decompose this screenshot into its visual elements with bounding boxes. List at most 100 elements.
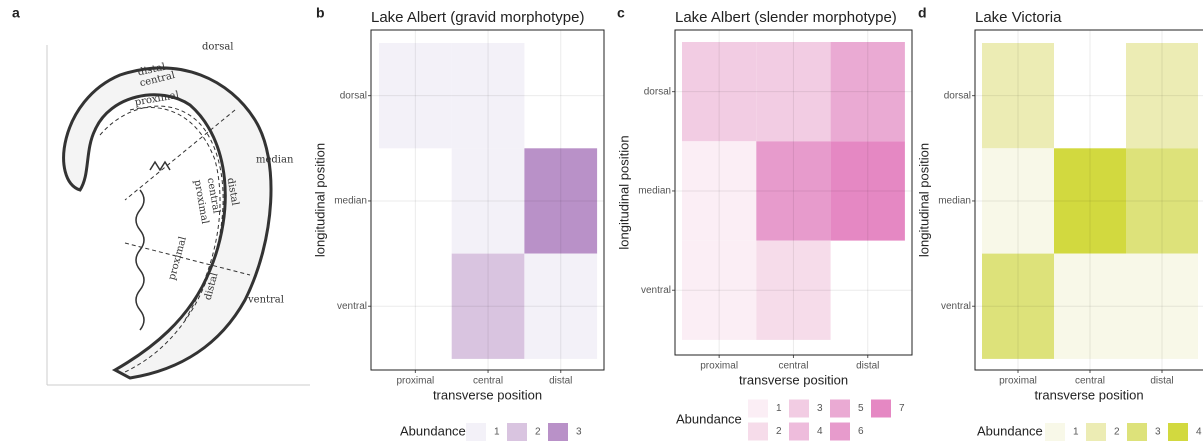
heat-cell [1126,253,1198,359]
illustration-label: median [256,155,294,166]
legend-swatch [548,423,568,441]
legend-swatch [748,399,768,418]
legend-swatch [1127,423,1147,441]
chart-title: Lake Victoria [975,9,1062,26]
y-tick-label: median [334,196,367,207]
legend-swatch [830,422,850,441]
chart-title: Lake Albert (gravid morphotype) [371,9,584,26]
heat-cell [1054,148,1126,254]
plot-border [370,29,605,371]
x-axis-title: transverse position [739,372,848,387]
legend-swatch [1168,423,1188,441]
legend-swatch [507,423,527,441]
arch-outline [62,66,273,380]
legend-swatch [1086,423,1106,441]
legend-label: 4 [1196,427,1202,438]
heat-cell [451,253,525,359]
legend-label: 2 [535,427,541,438]
divider [124,109,236,201]
legend-swatch [466,423,486,441]
x-tick-label: central [778,361,808,372]
heat-cell [1126,148,1198,254]
x-tick-label: distal [1150,376,1173,387]
illustration-label: dorsal [202,42,234,53]
arch-line [129,106,221,321]
legend-swatch [830,399,850,418]
plot-border [674,29,913,356]
legend-label: 3 [576,427,582,438]
y-tick-label: ventral [641,285,671,296]
y-tick-label: dorsal [644,86,671,97]
x-tick-label: central [1075,376,1105,387]
y-tick-label: ventral [337,301,367,312]
x-tick-label: proximal [396,376,434,387]
heat-cell [756,240,831,340]
heat-cell [451,43,525,149]
divider [124,242,251,276]
x-axis-title: transverse position [1034,387,1143,402]
heat-cell [756,141,831,241]
x-tick-label: proximal [999,376,1037,387]
legend-swatch [789,399,809,418]
legend-title: Abundance [676,411,742,426]
x-tick-label: distal [856,361,879,372]
y-axis-title: longitudinal position [616,135,631,249]
heat-cell [682,141,757,241]
heat-cell [1054,253,1126,359]
heat-cell [982,43,1054,149]
panel-label: c [617,5,625,21]
heat-cell [830,42,905,142]
heat-cell [756,42,831,142]
legend-title: Abundance [400,423,466,438]
heat-cell [682,42,757,142]
x-tick-label: central [473,376,503,387]
panel-label: d [918,5,927,21]
legend-label: 6 [858,426,864,437]
illustration-label: distal [225,177,241,206]
y-tick-label: dorsal [340,90,367,101]
illustration-label: proximal [167,235,189,281]
legend-label: 1 [494,427,500,438]
legend-label: 5 [858,403,864,414]
y-tick-label: median [938,196,971,207]
x-tick-label: proximal [700,361,738,372]
heat-cell [524,148,598,254]
heat-cell [379,43,452,149]
heat-cell [682,240,757,340]
y-tick-label: median [638,186,671,197]
legend-swatch [1045,423,1065,441]
plot-border [974,29,1203,371]
rakers [135,160,171,331]
x-tick-label: distal [549,376,572,387]
heat-cell [830,141,905,241]
heat-cell [1126,43,1198,149]
y-axis-title: longitudinal position [312,143,327,257]
chart-title: Lake Albert (slender morphotype) [675,9,897,26]
panel-label: b [316,5,325,21]
gill-illustration [46,45,310,386]
x-axis-title: transverse position [433,387,542,402]
y-axis-title: longitudinal position [916,143,931,257]
legend-label: 1 [776,403,782,414]
legend-label: 3 [1155,427,1161,438]
heat-cell [982,148,1054,254]
legend-title: Abundance [977,423,1043,438]
heat-cell [982,253,1054,359]
heat-cell [451,148,525,254]
y-tick-label: ventral [941,301,971,312]
legend-label: 2 [776,426,782,437]
legend-label: 1 [1073,427,1079,438]
illustration-label: ventral [247,295,284,306]
legend-label: 3 [817,403,823,414]
legend-swatch [871,399,891,418]
legend-label: 4 [817,426,823,437]
heat-cell [524,253,598,359]
legend-label: 7 [899,403,905,414]
legend-label: 2 [1114,427,1120,438]
panel-label: a [12,5,20,21]
legend-swatch [748,422,768,441]
legend-swatch [789,422,809,441]
arch-line [99,105,224,373]
y-tick-label: dorsal [944,90,971,101]
